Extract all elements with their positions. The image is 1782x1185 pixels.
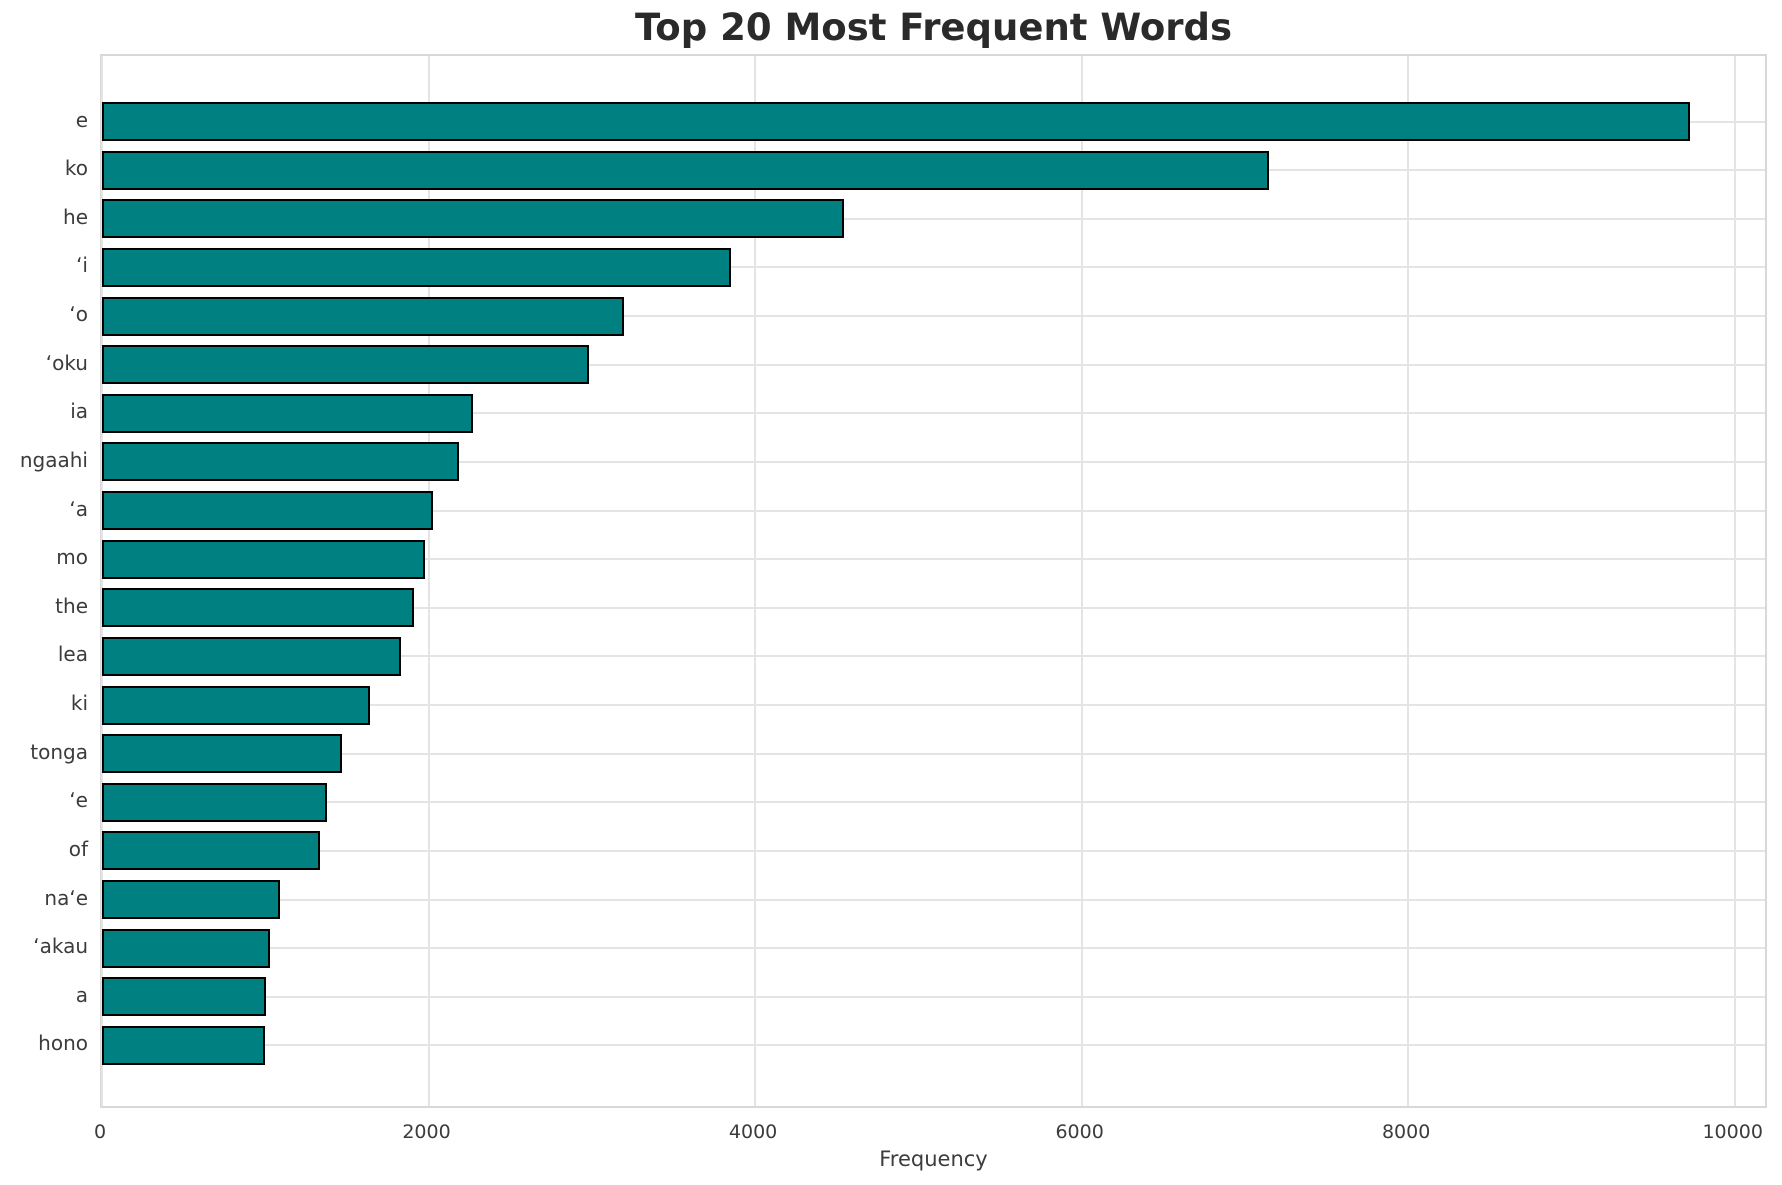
gridline-horizontal — [102, 801, 1765, 804]
y-tick-label: hono — [38, 1031, 88, 1056]
gridline-horizontal — [102, 947, 1765, 950]
y-tick-label: ko — [64, 156, 88, 181]
bar-ngaahi — [102, 442, 459, 482]
y-tick-label: naʻe — [44, 885, 88, 910]
gridline-vertical — [101, 56, 103, 1106]
y-tick-label: mo — [56, 545, 88, 570]
gridline-vertical — [1733, 56, 1736, 1106]
y-tick-label: ʻe — [69, 788, 88, 813]
bar-lea — [102, 636, 401, 676]
gridline-horizontal — [102, 266, 1765, 269]
gridline-horizontal — [102, 606, 1765, 609]
bar-hono — [102, 1025, 266, 1065]
bar-ko — [102, 150, 1270, 190]
gridline-vertical — [1407, 56, 1410, 1106]
y-tick-label: a — [75, 982, 88, 1007]
y-tick-label: ʻoku — [45, 350, 88, 375]
bar-tonga — [102, 734, 342, 774]
y-tick-label: e — [75, 107, 88, 132]
x-tick-label: 2000 — [402, 1121, 451, 1143]
bar-ia — [102, 393, 474, 433]
chart-title: Top 20 Most Frequent Words — [634, 6, 1233, 49]
bar-ki — [102, 685, 370, 725]
bar-naʻe — [102, 880, 280, 920]
gridline-horizontal — [102, 995, 1765, 998]
y-tick-label: ngaahi — [19, 447, 88, 472]
gridline-horizontal — [102, 315, 1765, 318]
y-tick-label: the — [55, 593, 88, 618]
bar-a — [102, 977, 267, 1017]
gridline-horizontal — [102, 217, 1765, 220]
y-tick-label: tonga — [30, 739, 88, 764]
y-tick-label: he — [63, 204, 88, 229]
gridline-horizontal — [102, 655, 1765, 658]
bar-mo — [102, 539, 426, 579]
gridline-vertical — [427, 56, 430, 1106]
plot-area — [100, 54, 1767, 1108]
gridline-vertical — [1080, 56, 1083, 1106]
gridline-horizontal — [102, 1044, 1765, 1047]
gridline-horizontal — [102, 363, 1765, 366]
bar-he — [102, 199, 845, 239]
gridline-vertical — [754, 56, 757, 1106]
y-tick-label: ʻi — [76, 253, 88, 278]
bar-ʻoku — [102, 345, 589, 385]
bar-the — [102, 588, 414, 628]
gridline-horizontal — [102, 412, 1765, 415]
x-axis-title: Frequency — [879, 1147, 988, 1171]
y-tick-label: lea — [57, 642, 88, 667]
gridline-horizontal — [102, 509, 1765, 512]
gridline-horizontal — [102, 752, 1765, 755]
x-tick-label: 6000 — [1055, 1121, 1104, 1143]
y-tick-label: ʻo — [69, 302, 88, 327]
y-tick-label: ʻa — [69, 496, 88, 521]
bar-ʻo — [102, 296, 625, 336]
gridline-horizontal — [102, 849, 1765, 852]
bar-e — [102, 102, 1690, 141]
bar-of — [102, 831, 320, 871]
x-tick-label: 4000 — [728, 1121, 778, 1143]
gridline-horizontal — [102, 558, 1765, 561]
x-tick-label: 8000 — [1381, 1121, 1431, 1143]
gridline-horizontal — [102, 898, 1765, 901]
bar-ʻa — [102, 491, 434, 531]
bar-ʻi — [102, 247, 731, 287]
bar-ʻe — [102, 782, 328, 822]
bar-ʻakau — [102, 928, 271, 968]
gridline-horizontal — [102, 460, 1765, 463]
y-tick-label: ia — [70, 399, 88, 424]
y-tick-label: ki — [70, 691, 88, 716]
y-tick-label: ʻakau — [33, 934, 88, 959]
x-tick-label: 10000 — [1702, 1121, 1763, 1143]
y-tick-label: of — [68, 836, 88, 861]
gridline-horizontal — [102, 704, 1765, 707]
x-tick-label: 0 — [93, 1121, 107, 1143]
